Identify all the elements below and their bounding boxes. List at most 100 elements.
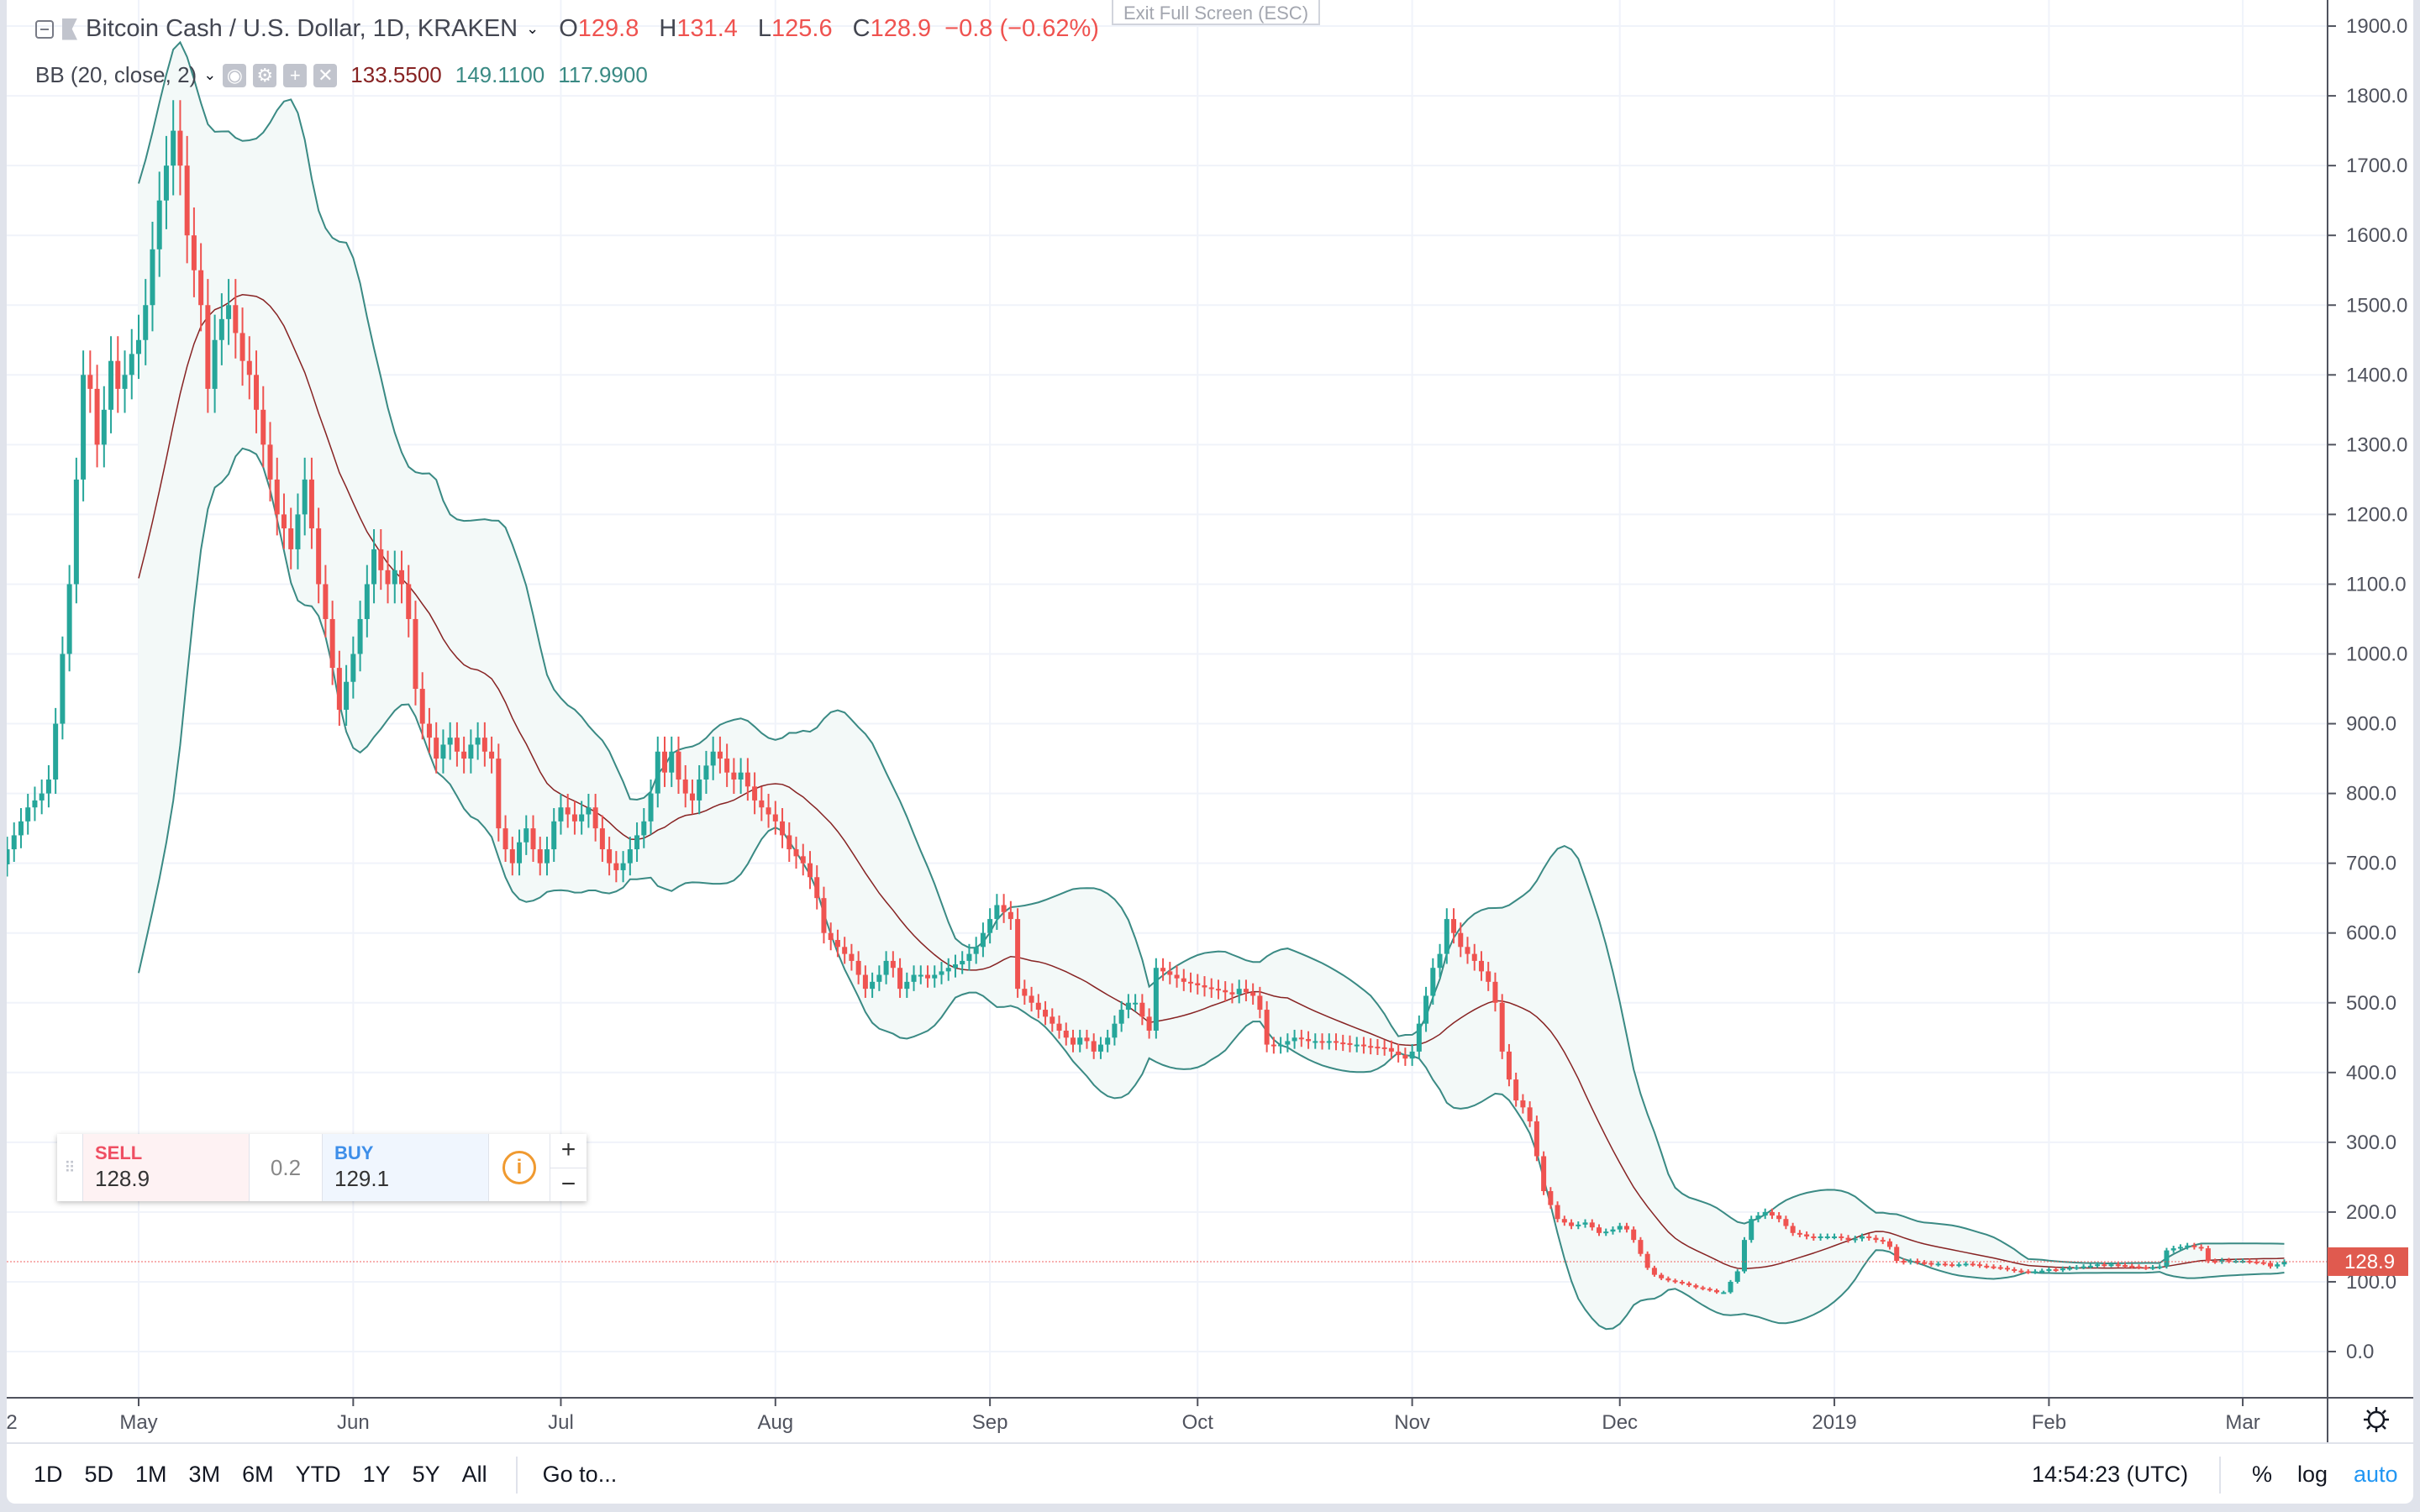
candle-body bbox=[1007, 911, 1013, 920]
candle-body bbox=[710, 751, 716, 766]
candle-body bbox=[1340, 1042, 1346, 1045]
candle-body bbox=[1672, 1280, 1678, 1283]
info-button[interactable]: i bbox=[489, 1134, 550, 1201]
price-tick-label: 800.0 bbox=[2346, 783, 2396, 806]
candle-body bbox=[2018, 1270, 2024, 1273]
price-axis bbox=[2328, 0, 2413, 1398]
candle-body bbox=[717, 751, 723, 759]
candle-body bbox=[1326, 1041, 1332, 1043]
price-tick-label: 600.0 bbox=[2346, 922, 2396, 945]
price-chart[interactable]: 0.0100.0200.0300.0400.0500.0600.0700.080… bbox=[7, 0, 2413, 1442]
candle-body bbox=[122, 375, 128, 389]
indicator-title[interactable]: BB (20, close, 2) bbox=[35, 62, 197, 87]
time-tick-label: Mar bbox=[2225, 1411, 2260, 1434]
candle-body bbox=[1347, 1042, 1353, 1045]
candle-body bbox=[1035, 1002, 1041, 1011]
range-ytd[interactable]: YTD bbox=[295, 1462, 341, 1487]
candle-body bbox=[1202, 984, 1207, 988]
time-tick-label: Aug bbox=[757, 1411, 793, 1434]
candle-body bbox=[2267, 1263, 2273, 1267]
chevron-down-icon[interactable]: ⌄ bbox=[203, 66, 217, 83]
candle-body bbox=[1991, 1266, 1996, 1268]
candle-body bbox=[1478, 960, 1484, 972]
candle-body bbox=[1728, 1281, 1733, 1293]
symbol-title[interactable]: Bitcoin Cash / U.S. Dollar, 1D, KRAKEN bbox=[86, 15, 518, 42]
close-icon[interactable]: ✕ bbox=[313, 63, 338, 87]
candle-body bbox=[1949, 1264, 1955, 1267]
chart-settings-icon[interactable] bbox=[2363, 1406, 2390, 1433]
candle-body bbox=[205, 305, 211, 389]
candle-body bbox=[2185, 1245, 2191, 1247]
range-5y[interactable]: 5Y bbox=[412, 1462, 440, 1487]
open-label: O bbox=[559, 15, 578, 42]
candle-body bbox=[592, 807, 598, 829]
candle-body bbox=[1845, 1237, 1851, 1241]
candle-body bbox=[45, 779, 51, 794]
range-5d[interactable]: 5D bbox=[84, 1462, 114, 1487]
candle-body bbox=[1970, 1263, 1975, 1266]
candle-body bbox=[378, 549, 384, 570]
plus-icon[interactable]: + bbox=[283, 63, 308, 87]
candle-body bbox=[212, 339, 218, 389]
range-3m[interactable]: 3M bbox=[188, 1462, 221, 1487]
range-1d[interactable]: 1D bbox=[34, 1462, 63, 1487]
candle-body bbox=[724, 759, 730, 773]
candle-body bbox=[842, 947, 848, 954]
candle-body bbox=[517, 842, 523, 864]
candle-body bbox=[565, 807, 571, 815]
sell-button[interactable]: SELL 128.9 bbox=[83, 1134, 250, 1201]
candle-body bbox=[2012, 1269, 2018, 1272]
chevron-down-icon[interactable]: ⌄ bbox=[526, 20, 539, 37]
flag-icon[interactable] bbox=[62, 18, 77, 40]
candle-body bbox=[1028, 995, 1034, 1003]
log-scale-toggle[interactable]: log bbox=[2297, 1462, 2328, 1487]
candle-body bbox=[772, 814, 778, 822]
candle-body bbox=[1091, 1041, 1097, 1052]
price-tick-label: 500.0 bbox=[2346, 992, 2396, 1015]
candle-body bbox=[2053, 1269, 2059, 1272]
chart-window: 0.0 100.0 200.0 300.0 400.0 500.0 600.0 700.0 80… bbox=[7, 0, 2413, 1504]
candle-body bbox=[371, 549, 377, 585]
candle-body bbox=[2102, 1264, 2107, 1267]
candle-body bbox=[1623, 1226, 1629, 1230]
drag-handle-icon[interactable]: ⠿ bbox=[57, 1134, 83, 1201]
candle-body bbox=[2046, 1269, 2052, 1272]
increase-quantity-button[interactable]: + bbox=[550, 1134, 587, 1168]
candle-body bbox=[1458, 932, 1464, 948]
candle-body bbox=[1617, 1226, 1623, 1230]
eye-icon[interactable]: ◉ bbox=[223, 63, 247, 87]
price-tick-label: 1500.0 bbox=[2346, 294, 2407, 317]
candle-body bbox=[2149, 1267, 2155, 1269]
price-tick-label: 400.0 bbox=[2346, 1062, 2396, 1084]
range-all[interactable]: All bbox=[461, 1462, 487, 1487]
clock[interactable]: 14:54:23 (UTC) bbox=[2032, 1462, 2189, 1487]
candle-body bbox=[862, 974, 868, 990]
candle-body bbox=[1229, 992, 1235, 995]
exit-fullscreen-button[interactable]: Exit Full Screen (ESC) bbox=[1112, 0, 1320, 25]
percent-scale-toggle[interactable]: % bbox=[2252, 1462, 2273, 1487]
candle-body bbox=[1790, 1226, 1796, 1233]
auto-scale-toggle[interactable]: auto bbox=[2354, 1462, 2398, 1487]
candle-body bbox=[2004, 1268, 2010, 1270]
candle-body bbox=[461, 751, 467, 759]
candle-body bbox=[2067, 1268, 2073, 1270]
candle-body bbox=[1886, 1241, 1892, 1247]
range-6m[interactable]: 6M bbox=[242, 1462, 274, 1487]
close-label: C bbox=[852, 15, 871, 42]
candle-body bbox=[1146, 1016, 1152, 1031]
collapse-legend-icon[interactable] bbox=[35, 19, 54, 39]
decrease-quantity-button[interactable]: − bbox=[560, 1169, 576, 1198]
candle-body bbox=[25, 807, 31, 822]
range-1m[interactable]: 1M bbox=[135, 1462, 167, 1487]
candle-body bbox=[952, 964, 958, 969]
candle-body bbox=[1527, 1107, 1533, 1121]
go-to-date-button[interactable]: Go to... bbox=[542, 1462, 618, 1487]
candle-body bbox=[426, 723, 432, 738]
candle-body bbox=[1160, 968, 1166, 972]
gear-icon[interactable]: ⚙ bbox=[253, 63, 277, 87]
range-1y[interactable]: 1Y bbox=[362, 1462, 391, 1487]
candle-body bbox=[509, 849, 515, 864]
candle-body bbox=[1063, 1030, 1069, 1038]
candle-body bbox=[254, 375, 260, 410]
buy-button[interactable]: BUY 129.1 bbox=[323, 1134, 489, 1201]
